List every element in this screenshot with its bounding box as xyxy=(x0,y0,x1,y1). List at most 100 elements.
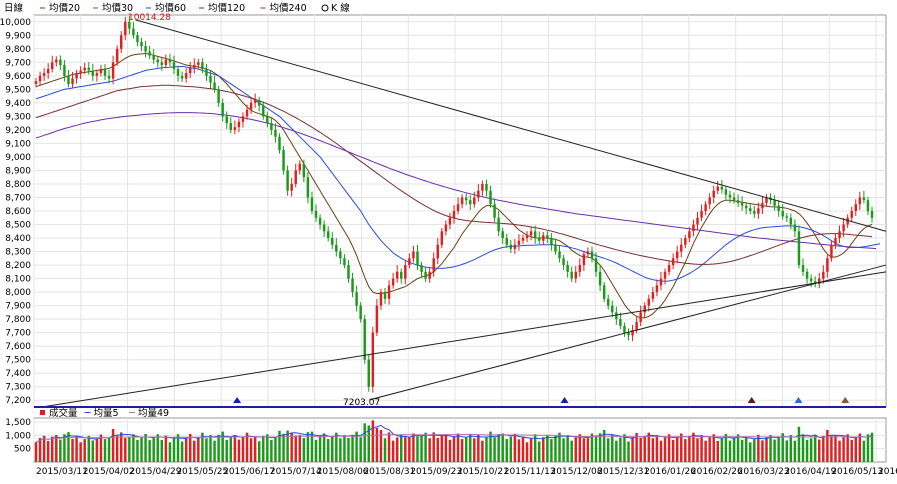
volume-bar xyxy=(501,433,504,462)
x-tick-label: 2015/11/13 xyxy=(504,467,556,477)
candle-body xyxy=(282,150,285,171)
candle-body xyxy=(184,73,188,79)
candlesticks xyxy=(34,15,874,393)
candle-body xyxy=(489,190,492,205)
candle-body xyxy=(46,69,50,74)
candle-body xyxy=(582,254,586,266)
volume-bar xyxy=(623,434,626,462)
candle-body xyxy=(623,325,626,333)
volume-bar xyxy=(749,442,752,462)
candle-body xyxy=(631,329,634,336)
volume-bar xyxy=(481,440,484,462)
volume-bar xyxy=(79,442,82,462)
x-tick-label: 2016/05/13 xyxy=(831,467,883,477)
price-tick-label: 9,100 xyxy=(5,139,31,149)
volume-bar xyxy=(55,435,58,462)
candle-body xyxy=(606,298,610,306)
volume-bar xyxy=(436,438,440,462)
volume-bar xyxy=(801,434,805,462)
candle-body xyxy=(420,265,423,272)
volume-tick-label: 1,500 xyxy=(5,418,31,428)
volume-bar xyxy=(339,438,342,462)
candle-body xyxy=(436,244,440,259)
candle-body xyxy=(383,292,387,299)
volume-bar xyxy=(777,436,780,462)
candle-body xyxy=(119,35,123,49)
candle-body xyxy=(286,170,289,191)
candle-body xyxy=(537,238,541,241)
candle-body xyxy=(432,258,435,272)
trend-line xyxy=(369,264,887,401)
candle-body xyxy=(675,251,679,259)
candle-body xyxy=(42,73,46,76)
candle-body xyxy=(136,35,139,43)
candle-body xyxy=(140,42,143,47)
volume-bar xyxy=(408,436,411,462)
candle-body xyxy=(205,69,208,76)
volume-bar xyxy=(416,436,419,462)
candle-body xyxy=(363,319,366,360)
candle-body xyxy=(91,70,95,76)
volume-bar xyxy=(598,433,602,462)
volume-bar xyxy=(294,435,297,462)
volume-bar xyxy=(383,438,387,462)
candle-body xyxy=(326,231,330,239)
candle-body xyxy=(290,183,293,191)
candle-body xyxy=(785,216,789,218)
volume-bar xyxy=(124,438,127,462)
volume-bars xyxy=(34,420,874,462)
candle-body xyxy=(765,197,768,203)
volume-bar xyxy=(809,438,813,462)
volume-bar xyxy=(594,436,598,462)
price-tick-label: 9,600 xyxy=(5,72,31,82)
volume-bar xyxy=(193,440,196,462)
candle-body xyxy=(858,197,862,205)
volume-bar xyxy=(834,435,837,462)
volume-bar xyxy=(696,438,699,462)
price-tick-label: 8,500 xyxy=(5,221,31,231)
candle-body xyxy=(667,265,671,272)
candle-body xyxy=(367,359,371,387)
high-annotation: 10014.28 xyxy=(128,13,171,23)
volume-bar xyxy=(99,434,103,462)
candle-body xyxy=(144,46,147,52)
volume-bar xyxy=(716,440,720,462)
price-tick-label: 8,700 xyxy=(5,193,31,203)
volume-legend-swatch xyxy=(40,410,45,415)
candle-body xyxy=(416,251,419,266)
x-axis: 2015/03/112015/04/022015/04/292015/05/25… xyxy=(36,467,897,477)
volume-bar xyxy=(562,438,565,462)
volume-bar xyxy=(631,437,634,462)
volume-bar xyxy=(757,434,760,462)
candle-body xyxy=(132,28,135,36)
volume-bar xyxy=(570,440,573,462)
candle-body xyxy=(509,244,513,249)
candle-body xyxy=(107,75,111,79)
volume-bar xyxy=(201,432,204,462)
price-tick-label: 9,500 xyxy=(5,85,31,95)
volume-bar xyxy=(63,434,66,462)
volume-bar xyxy=(266,434,269,462)
x-tick-label: 2016/02/26 xyxy=(691,467,743,477)
volume-bar xyxy=(789,435,793,462)
x-tick-label: 2015/09/23 xyxy=(410,467,462,477)
candle-body xyxy=(464,197,468,201)
candle-body xyxy=(371,332,375,387)
candle-body xyxy=(428,271,431,279)
price-tick-label: 8,100 xyxy=(5,275,31,285)
candle-body xyxy=(505,238,508,245)
volume-bar xyxy=(533,434,537,462)
candle-body xyxy=(197,62,200,66)
volume-bar xyxy=(103,439,107,462)
volume-bar xyxy=(188,434,192,462)
candle-body xyxy=(257,100,261,106)
candle-body xyxy=(225,116,228,124)
candle-body xyxy=(728,194,732,198)
price-tick-label: 7,600 xyxy=(5,342,31,352)
candle-body xyxy=(684,238,687,245)
candle-body xyxy=(542,235,545,241)
signal-marker xyxy=(747,397,756,403)
candle-body xyxy=(554,244,557,252)
candle-body xyxy=(643,305,646,313)
volume-bar xyxy=(684,439,687,462)
